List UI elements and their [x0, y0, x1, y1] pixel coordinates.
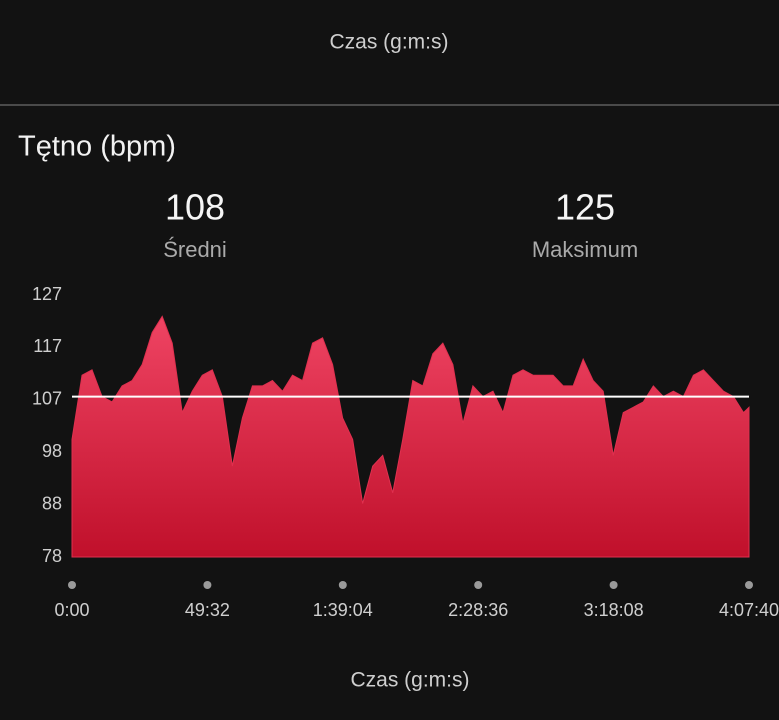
x-tick-dot — [68, 581, 76, 589]
x-tick-label: 3:18:08 — [584, 600, 644, 620]
x-tick-label: 0:00 — [54, 600, 89, 620]
x-axis-label: Czas (g:m:s) — [350, 669, 469, 692]
stat-label: Maksimum — [532, 237, 638, 262]
x-tick-dot — [745, 581, 753, 589]
x-tick-dot — [338, 581, 347, 589]
y-tick-label: 88 — [42, 493, 62, 513]
y-tick-label: 107 — [32, 389, 62, 409]
y-tick-label: 78 — [42, 546, 62, 566]
y-tick-label: 117 — [33, 336, 62, 356]
stat-value: 108 — [165, 187, 225, 228]
x-tick-dot — [203, 581, 212, 589]
stat-label: Średni — [163, 237, 227, 262]
top-axis-label: Czas (g:m:s) — [329, 31, 448, 54]
x-tick-label: 49:32 — [185, 600, 230, 620]
x-tick-label: 2:28:36 — [448, 600, 508, 620]
y-tick-label: 127 — [32, 284, 62, 304]
chart-title: Tętno (bpm) — [18, 131, 176, 163]
heart-rate-area — [71, 315, 750, 558]
x-tick-dot — [474, 581, 483, 589]
x-tick-label: 1:39:04 — [313, 600, 373, 620]
stat-value: 125 — [555, 187, 615, 228]
x-tick-dot — [609, 581, 618, 589]
x-tick-label: 4:07:40 — [719, 600, 779, 620]
y-tick-label: 98 — [42, 441, 62, 461]
